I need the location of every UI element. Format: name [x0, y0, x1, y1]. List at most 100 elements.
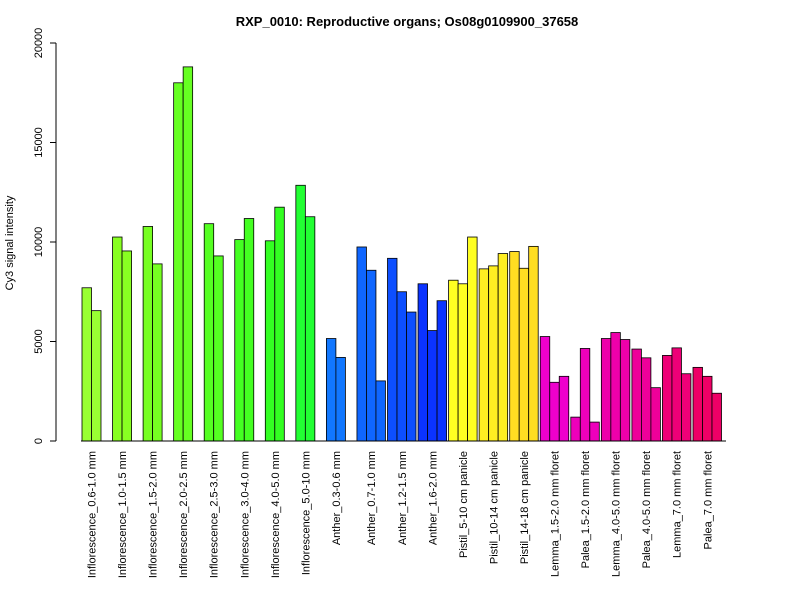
- x-axis: Inflorescence_0.6-1.0 mm Inflorescence_1.…: [81, 440, 726, 578]
- bar: [213, 255, 224, 442]
- y-tick-label: 0: [33, 438, 45, 444]
- bar: [619, 339, 631, 442]
- bar: [631, 348, 642, 442]
- x-tick-label: Palea_7.0 mm floret: [702, 451, 714, 549]
- bar: [203, 223, 215, 442]
- bar: [692, 366, 703, 442]
- bar: [91, 310, 102, 442]
- bar-group: [142, 226, 163, 442]
- bar: [274, 206, 285, 442]
- bar: [112, 236, 123, 442]
- bar: [539, 336, 551, 442]
- y-tick-label: 20000: [33, 28, 45, 59]
- bar-group: [539, 336, 570, 442]
- bar-group: [692, 366, 722, 442]
- bar: [81, 287, 92, 442]
- bar-group: [631, 348, 661, 442]
- bar: [152, 263, 163, 442]
- bar-group: [600, 332, 631, 442]
- bar: [387, 257, 398, 442]
- bar: [610, 332, 621, 442]
- bar: [711, 392, 722, 442]
- bar: [121, 250, 132, 442]
- chart-title: RXP_0010: Reproductive organs; Os08g0109…: [236, 14, 579, 29]
- bars-layer: [81, 66, 722, 442]
- bar: [234, 239, 245, 442]
- x-tick-label: Anther_1.2-1.5 mm: [397, 451, 409, 545]
- bar: [448, 279, 459, 442]
- bar: [702, 375, 713, 442]
- bar-group: [203, 223, 224, 442]
- x-tick-label: Pistil_14-18 cm panicle: [519, 451, 531, 564]
- x-tick-label: Inflorescence_4.0-5.0 mm: [270, 451, 282, 578]
- bar: [467, 236, 478, 442]
- x-tick-label: Inflorescence_1.5-2.0 mm: [148, 451, 160, 578]
- bar: [641, 357, 652, 442]
- bar: [396, 291, 407, 442]
- bar: [173, 82, 184, 442]
- x-tick-label: Anther_0.3-0.6 mm: [331, 451, 343, 545]
- bar: [417, 283, 428, 442]
- bar-group: [325, 338, 346, 442]
- bar: [375, 380, 386, 442]
- bar-group: [478, 253, 509, 442]
- bar: [304, 216, 316, 442]
- x-tick-label: Lemma_7.0 mm floret: [672, 451, 684, 558]
- bar-group: [173, 66, 194, 442]
- x-tick-label: Inflorescence_2.0-2.5 mm: [178, 451, 190, 578]
- x-tick-label: Lemma_1.5-2.0 mm floret: [550, 451, 562, 577]
- bar: [335, 357, 346, 442]
- bar-group: [448, 236, 478, 442]
- x-tick-label: Pistil_10-14 cm panicle: [488, 451, 500, 564]
- bar-group: [295, 184, 316, 442]
- bar: [243, 218, 255, 442]
- x-tick-label: Inflorescence_2.5-3.0 mm: [209, 451, 221, 578]
- y-axis: 0 5000 10000 15000 20000: [33, 28, 57, 444]
- bar: [570, 416, 581, 442]
- bar: [436, 300, 447, 442]
- bar-group: [264, 206, 285, 442]
- bar: [427, 330, 438, 442]
- bar: [518, 267, 530, 442]
- bar: [457, 283, 469, 442]
- bar-group: [81, 287, 102, 442]
- bar: [142, 226, 154, 442]
- bar: [671, 347, 682, 442]
- bar: [579, 348, 591, 442]
- bar: [549, 381, 560, 442]
- bar: [509, 251, 520, 442]
- y-axis-label: Cy3 signal intensity: [4, 195, 16, 290]
- bar: [356, 246, 367, 442]
- bar-group: [387, 257, 417, 442]
- bar-group: [234, 218, 255, 442]
- bar: [497, 253, 509, 442]
- bar: [681, 373, 692, 442]
- x-tick-label: Anther_1.6-2.0 mm: [427, 451, 439, 545]
- y-tick-label: 15000: [33, 127, 45, 158]
- bar: [406, 311, 417, 442]
- y-tick-label: 10000: [33, 227, 45, 258]
- x-tick-label: Palea_1.5-2.0 mm floret: [580, 451, 592, 568]
- bar-group: [112, 236, 132, 442]
- bar: [295, 184, 306, 442]
- bar: [662, 355, 673, 442]
- x-tick-label: Anther_0.7-1.0 mm: [366, 451, 378, 545]
- bar: [600, 338, 612, 442]
- bar-group: [509, 245, 539, 442]
- x-tick-label: Pistil_5-10 cm panicle: [458, 451, 470, 558]
- bar-group: [662, 347, 692, 442]
- bar: [366, 269, 377, 442]
- bar: [528, 245, 539, 442]
- x-tick-label: Lemma_4.0-5.0 mm floret: [611, 451, 623, 577]
- bar-group: [356, 246, 386, 442]
- bar: [558, 375, 570, 442]
- bar: [325, 338, 337, 442]
- bar: [264, 240, 276, 442]
- bar: [488, 265, 499, 442]
- x-tick-label: Inflorescence_0.6-1.0 mm: [87, 451, 99, 578]
- x-tick-label: Inflorescence_5.0-10 mm: [300, 451, 312, 575]
- bar: [182, 66, 194, 442]
- bar: [478, 268, 490, 442]
- x-tick-label: Inflorescence_3.0-4.0 mm: [239, 451, 251, 578]
- bar: [650, 387, 661, 442]
